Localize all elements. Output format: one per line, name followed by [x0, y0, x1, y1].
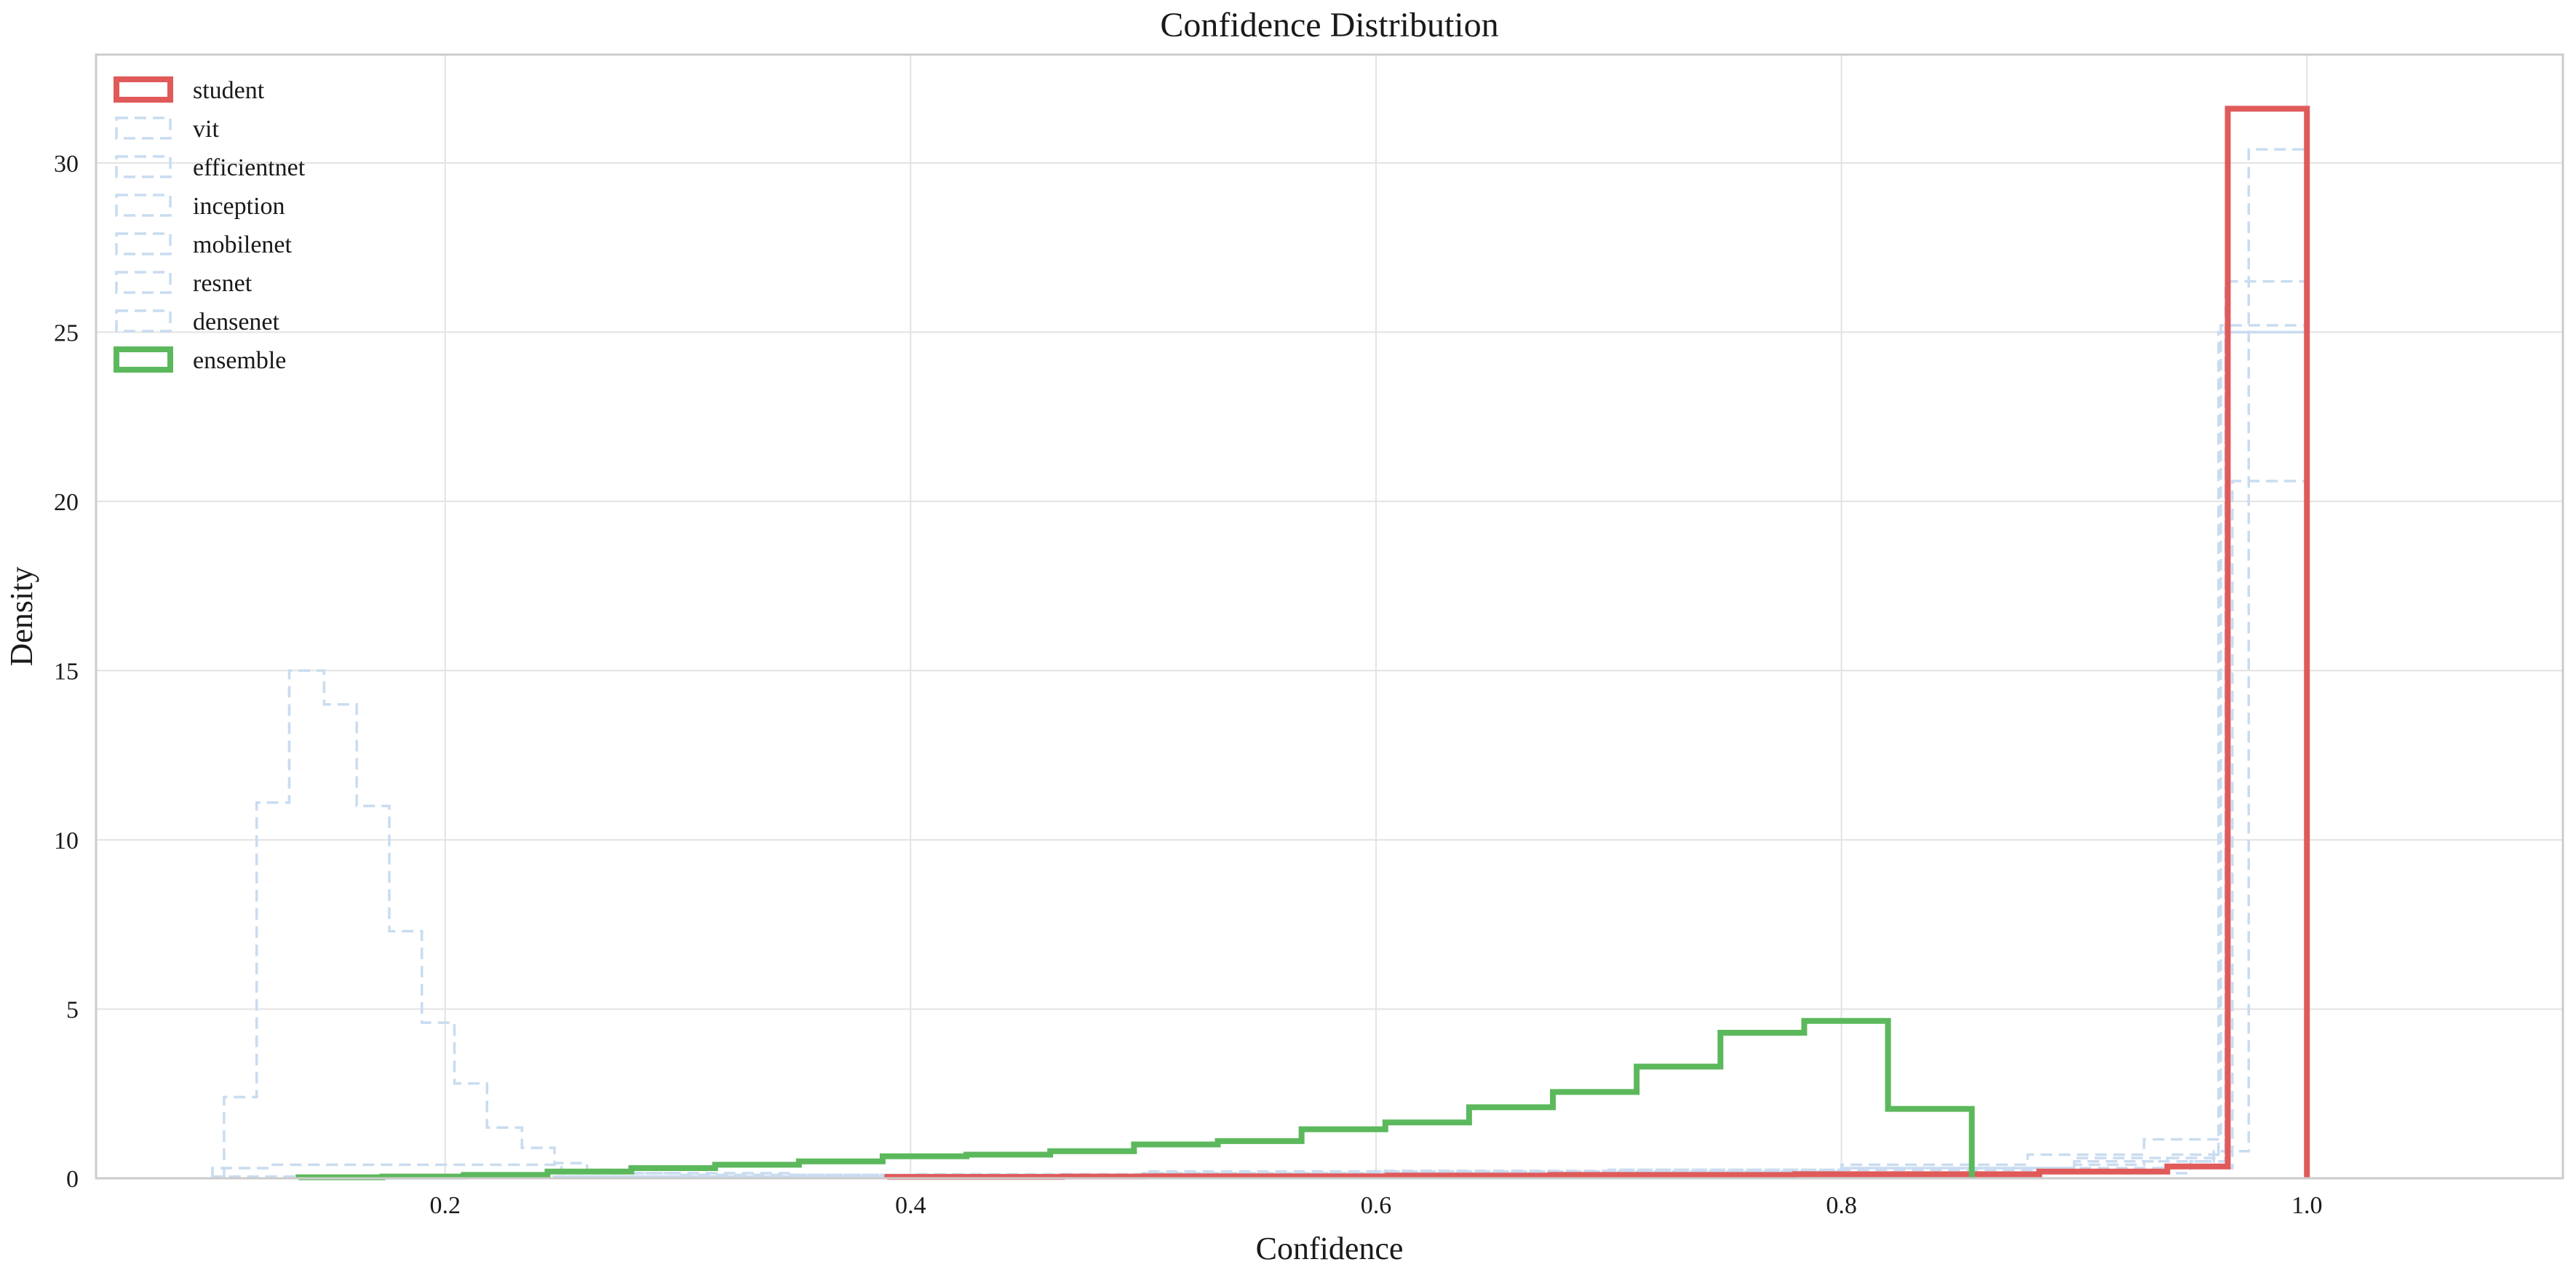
- legend-swatch-ensemble: [114, 346, 173, 373]
- y-tick-label: 5: [66, 996, 79, 1023]
- series-step-inception: [443, 324, 2308, 1178]
- legend-swatch-student: [114, 76, 173, 103]
- x-tick-label: 0.6: [1361, 1192, 1392, 1219]
- chart-title: Confidence Distribution: [1160, 6, 1498, 44]
- legend-label-mobilenet: mobilenet: [193, 231, 293, 258]
- x-tick-label: 0.8: [1826, 1192, 1857, 1219]
- series-step-student: [884, 106, 2310, 1180]
- legend-swatch-resnet: [115, 271, 172, 294]
- legend-swatch-vit: [115, 116, 172, 140]
- series-step-densenet: [560, 330, 2308, 1178]
- y-tick-label: 15: [54, 658, 79, 685]
- grid: [96, 55, 2563, 1179]
- y-axis-ticks: 0 5 10 15 20 25 30: [54, 151, 79, 1193]
- legend-label-resnet: resnet: [193, 270, 253, 297]
- legend-swatch-efficientnet: [115, 155, 172, 178]
- x-axis-ticks: 0.2 0.4 0.6 0.8 1.0: [429, 1192, 2322, 1219]
- y-tick-label: 30: [54, 151, 79, 178]
- series-step-ensemble: [295, 1017, 1975, 1180]
- plot-frame: [95, 53, 2564, 1180]
- series-group: [211, 106, 2310, 1180]
- legend-swatch-mobilenet: [115, 232, 172, 255]
- x-tick-label: 0.4: [895, 1192, 926, 1219]
- x-tick-label: 1.0: [2291, 1192, 2323, 1219]
- y-tick-label: 20: [54, 489, 79, 516]
- legend-label-vit: vit: [193, 116, 219, 143]
- y-tick-label: 10: [54, 828, 79, 854]
- legend-label-efficientnet: efficientnet: [193, 154, 306, 181]
- y-axis-label: Density: [4, 567, 39, 667]
- series-step-vit: [211, 148, 2308, 1178]
- legend-label-student: student: [193, 77, 265, 104]
- x-axis-label: Confidence: [1256, 1231, 1404, 1266]
- legend-label-densenet: densenet: [193, 309, 280, 336]
- legend-label-ensemble: ensemble: [193, 347, 286, 374]
- series-step-efficientnet: [211, 279, 2308, 1178]
- legend-swatch-inception: [115, 194, 172, 217]
- series-step-resnet: [223, 480, 2308, 1178]
- legend: student vit efficientnet inception mobilenet…: [114, 76, 306, 374]
- legend-label-inception: inception: [193, 193, 285, 220]
- y-tick-label: 25: [54, 320, 79, 346]
- y-tick-label: 0: [66, 1166, 79, 1193]
- x-tick-label: 0.2: [429, 1192, 461, 1219]
- series-step-mobilenet: [676, 330, 2308, 1178]
- legend-swatch-densenet: [115, 309, 172, 333]
